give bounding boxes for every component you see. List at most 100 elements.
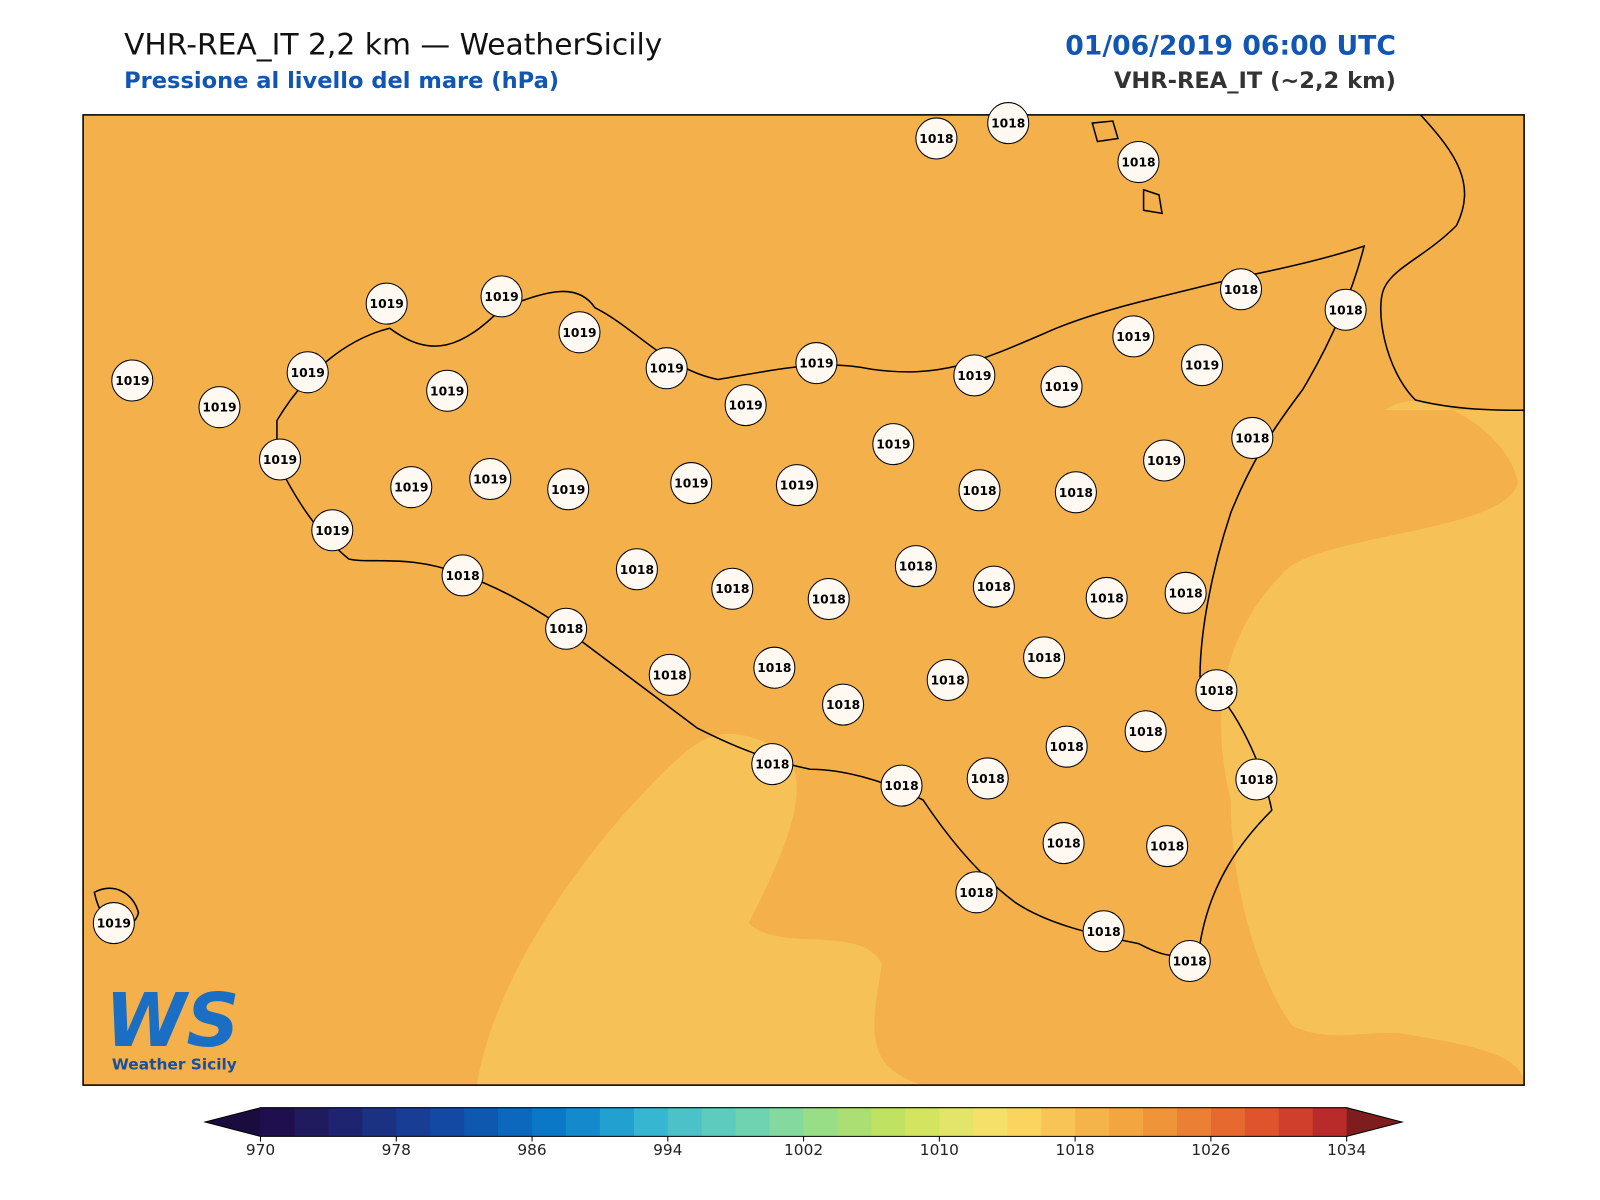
station-value: 1018 (445, 569, 479, 583)
colorbar-tick-label: 1018 (1056, 1141, 1095, 1159)
station-marker (926, 658, 969, 702)
station: 1018 (1219, 268, 1263, 311)
station: 1019 (426, 369, 469, 412)
colorbar-bin (871, 1107, 906, 1137)
colorbar: 970 978 986 994 1002 1010 1018 1026 1034 (203, 1107, 1405, 1159)
station-value: 1018 (715, 582, 749, 596)
station: 1019 (111, 359, 154, 402)
colorbar-bin (633, 1107, 669, 1137)
station: 1018 (1124, 710, 1167, 753)
model: VHR-REA_IT (~2,2 km) (1114, 68, 1396, 94)
station-value: 1018 (1239, 773, 1273, 787)
station-marker (807, 577, 850, 620)
logo-name: Weather Sicily (112, 1056, 237, 1074)
colorbar-tick-label: 986 (517, 1141, 546, 1159)
station: 1019 (365, 282, 408, 325)
colorbar-bin (1312, 1107, 1348, 1137)
station-marker (1124, 710, 1167, 753)
station-value: 1018 (1235, 431, 1269, 445)
station: 1018 (1164, 571, 1207, 614)
subtitle: Pressione al livello del mare (hPa) (124, 68, 559, 94)
station-marker (390, 466, 433, 509)
station: 1018 (753, 646, 796, 689)
station-value: 1018 (549, 622, 583, 636)
station-value: 1018 (812, 593, 846, 607)
station-marker (311, 509, 354, 552)
station-marker (1219, 268, 1263, 311)
station: 1018 (880, 764, 923, 807)
station-value: 1018 (1199, 684, 1233, 698)
station-value: 1018 (971, 772, 1005, 786)
station: 1019 (953, 354, 996, 397)
stations: 1018 1018 1018 1018 1018 1019 1019 1019 1019 1019… (92, 102, 1367, 983)
station-value: 1018 (919, 132, 953, 146)
station-value: 1018 (977, 580, 1011, 594)
station: 1019 (1040, 365, 1083, 408)
station-value: 1019 (473, 473, 507, 487)
station-value: 1019 (729, 399, 763, 413)
station: 1018 (1168, 940, 1211, 983)
station: 1018 (1195, 669, 1238, 712)
station-value: 1018 (653, 668, 687, 682)
station-value: 1018 (991, 117, 1025, 131)
station-value: 1018 (1169, 586, 1203, 600)
station: 1019 (645, 347, 688, 390)
colorbar-bin (260, 1107, 295, 1137)
colorbar-tick-label: 978 (382, 1141, 411, 1159)
station-value: 1019 (876, 438, 910, 452)
colorbar-bin (565, 1107, 601, 1137)
station: 1019 (390, 466, 433, 509)
colorbar-under (205, 1107, 261, 1137)
station-marker (1168, 940, 1211, 983)
colorbar-bin (1278, 1107, 1314, 1137)
colorbar-tick-label: 994 (653, 1141, 682, 1159)
colorbar-bin (803, 1107, 839, 1137)
station-value: 1019 (202, 401, 236, 415)
colorbar-bin (1109, 1107, 1144, 1137)
station: 1018 (1042, 822, 1085, 865)
station-marker (795, 342, 838, 385)
colorbar-bin (396, 1107, 431, 1137)
colorbar-bin (532, 1107, 567, 1137)
station-marker (894, 545, 937, 588)
station-marker (480, 275, 523, 318)
station-marker (441, 554, 484, 597)
colorbar-over (1346, 1107, 1403, 1137)
station-marker (1181, 344, 1224, 387)
station-marker (1045, 725, 1088, 768)
station-marker (1324, 288, 1367, 331)
station-marker (645, 347, 688, 390)
station: 1019 (547, 468, 590, 511)
station: 1019 (1112, 315, 1155, 358)
colorbar-bin (1176, 1107, 1212, 1137)
station-value: 1019 (780, 479, 814, 493)
station-marker (775, 464, 818, 507)
station: 1018 (1054, 471, 1097, 514)
station-marker (648, 653, 691, 696)
station: 1018 (1117, 141, 1160, 184)
station: 1019 (198, 386, 241, 429)
station-value: 1018 (1046, 837, 1080, 851)
station: 1018 (955, 871, 998, 914)
station: 1018 (1082, 910, 1125, 953)
logo-mark: WS (105, 978, 240, 1064)
station: 1019 (795, 342, 838, 385)
station-value: 1018 (1090, 591, 1124, 605)
station: 1018 (1231, 416, 1274, 459)
station-marker (92, 902, 135, 945)
colorbar-tick-label: 1002 (784, 1141, 823, 1159)
station-value: 1019 (291, 366, 325, 380)
station-marker (1117, 141, 1160, 184)
station-value: 1019 (650, 362, 684, 376)
station-marker (1054, 471, 1097, 514)
station-marker (880, 764, 923, 807)
station-marker (198, 386, 241, 429)
station: 1019 (724, 384, 767, 427)
station-marker (872, 423, 915, 466)
station-value: 1018 (1050, 740, 1084, 754)
station: 1018 (648, 653, 691, 696)
station-marker (972, 565, 1015, 608)
station-value: 1018 (757, 661, 791, 675)
station-marker (1231, 416, 1274, 459)
station-value: 1019 (263, 453, 297, 467)
